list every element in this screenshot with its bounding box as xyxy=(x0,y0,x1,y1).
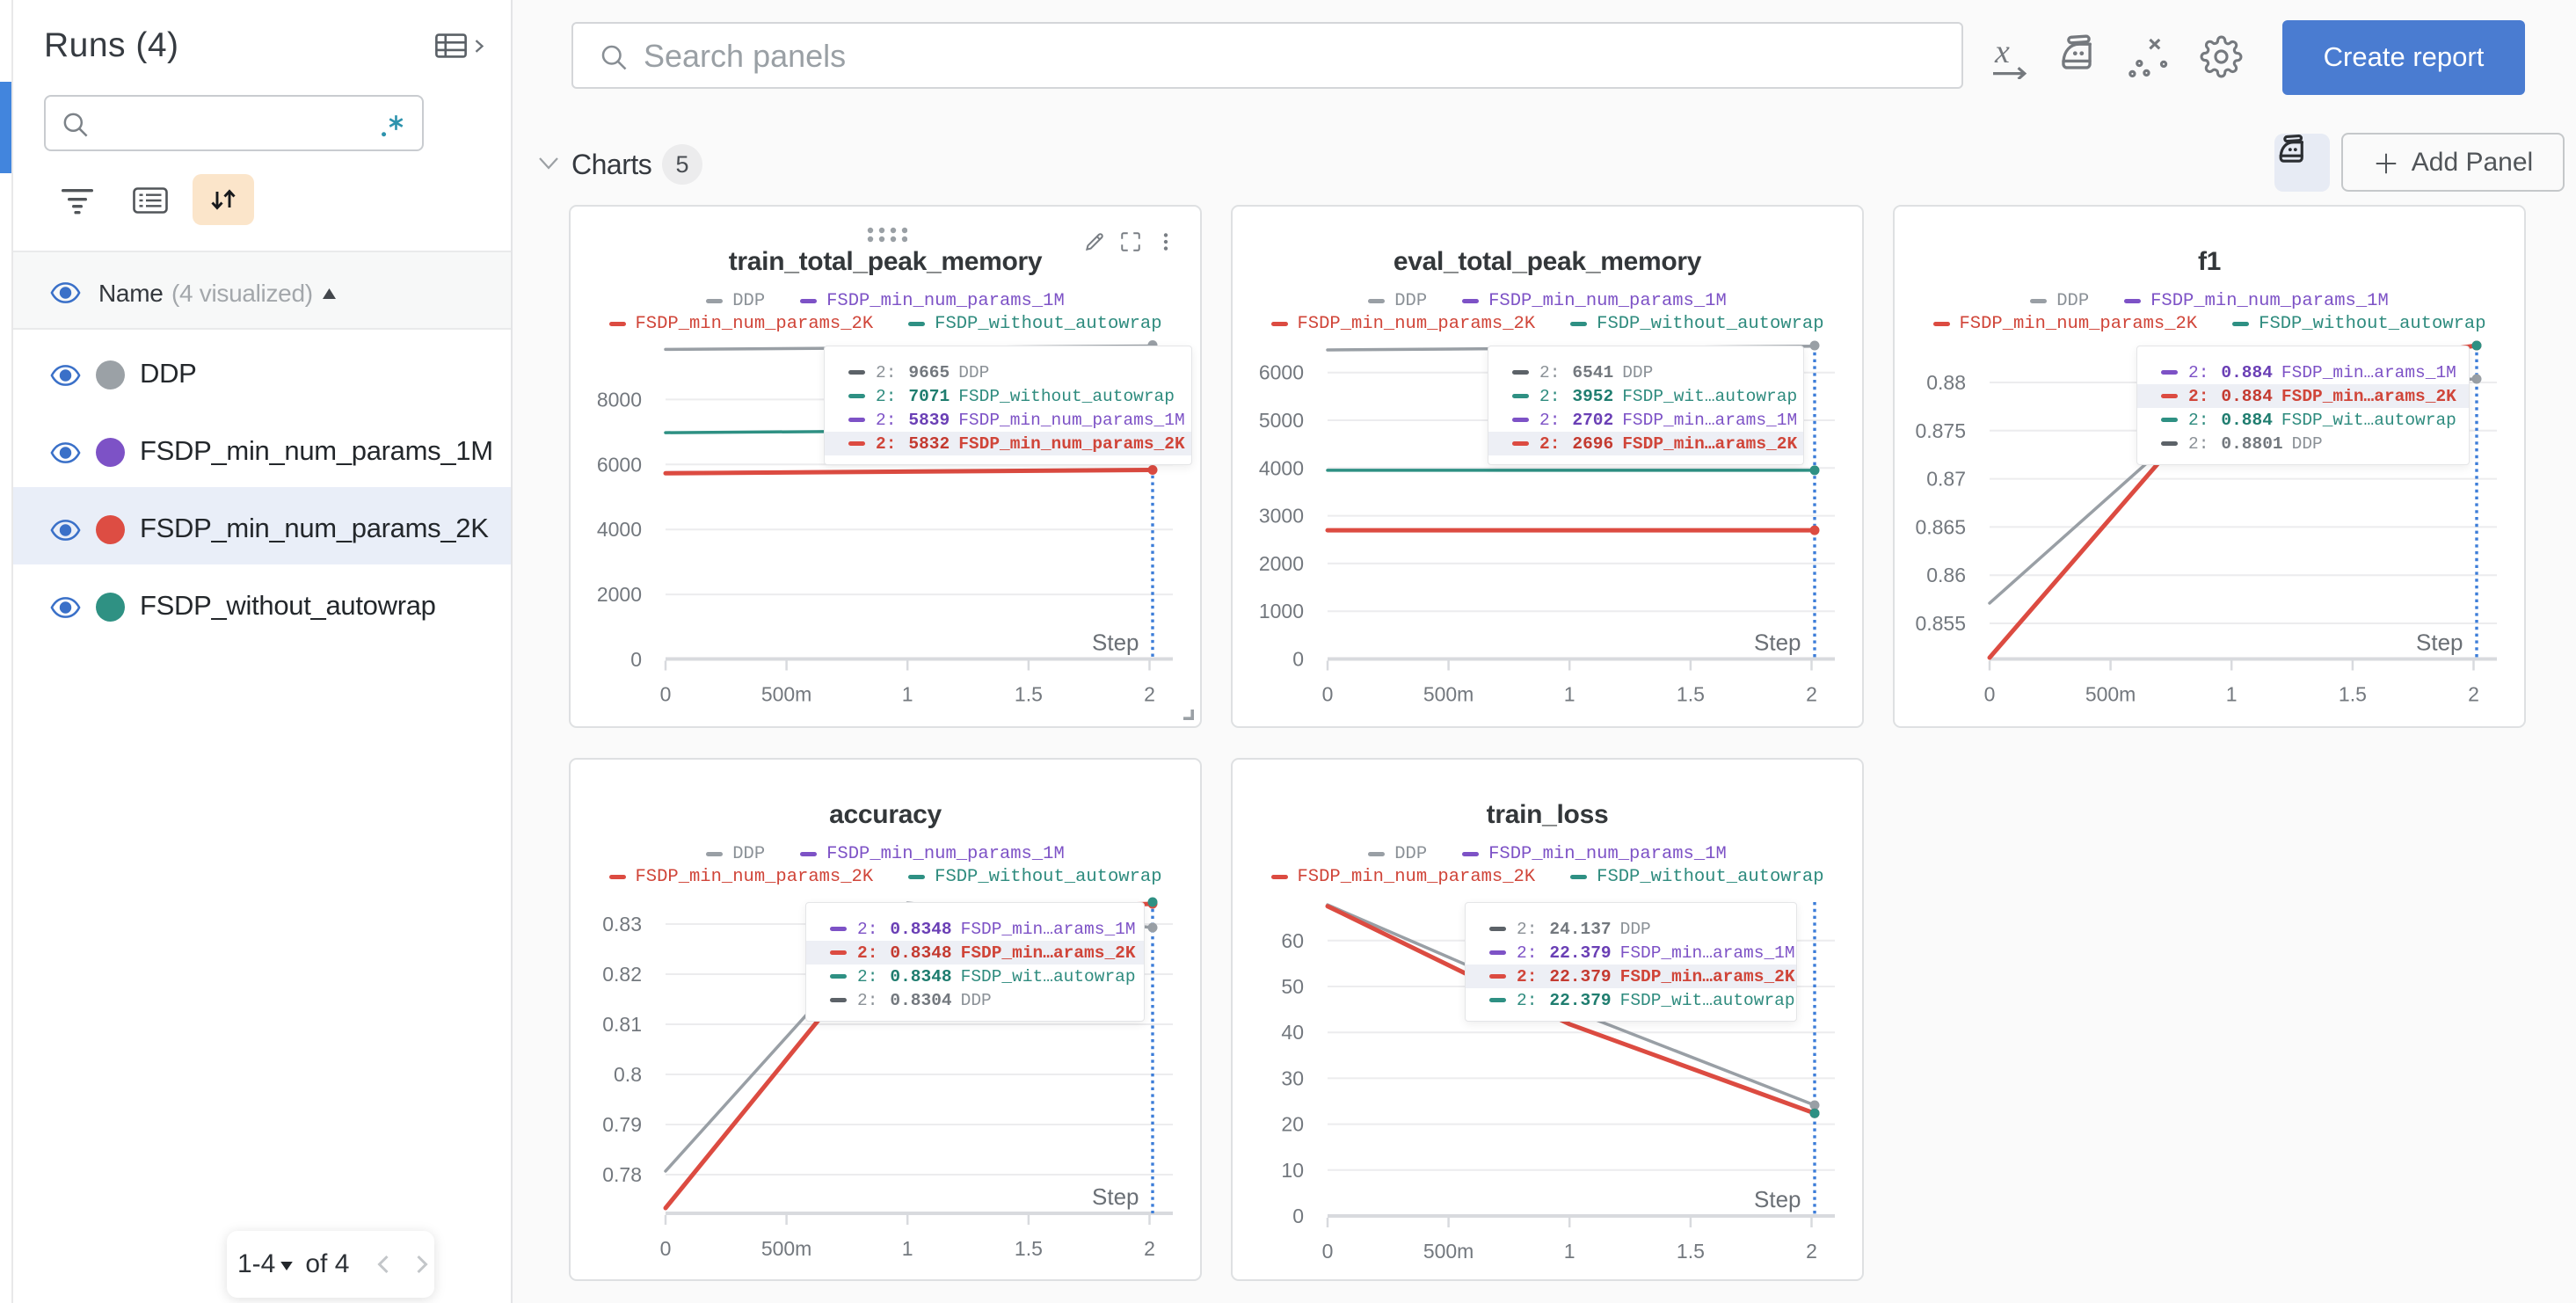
svg-text:500m: 500m xyxy=(761,1237,812,1260)
svg-text:500m: 500m xyxy=(761,683,812,706)
svg-text:3000: 3000 xyxy=(1259,505,1304,528)
svg-text:4000: 4000 xyxy=(597,518,642,541)
svg-text:0.865: 0.865 xyxy=(1915,515,1966,538)
svg-text:2: 2 xyxy=(2468,683,2479,706)
svg-text:2: 2 xyxy=(1144,683,1155,706)
svg-text:6000: 6000 xyxy=(1259,361,1304,384)
svg-text:8000: 8000 xyxy=(597,388,642,411)
svg-text:1.5: 1.5 xyxy=(1677,683,1705,706)
svg-text:6000: 6000 xyxy=(597,453,642,476)
svg-text:0.855: 0.855 xyxy=(1915,612,1966,635)
svg-text:500m: 500m xyxy=(1423,683,1474,706)
svg-text:4000: 4000 xyxy=(1259,456,1304,479)
svg-text:0: 0 xyxy=(1322,683,1334,706)
svg-text:Step: Step xyxy=(1754,1186,1801,1212)
svg-text:500m: 500m xyxy=(1423,1240,1474,1263)
svg-text:0.86: 0.86 xyxy=(1926,564,1966,586)
svg-text:1: 1 xyxy=(902,1237,913,1260)
svg-text:1.5: 1.5 xyxy=(2339,683,2367,706)
svg-text:0: 0 xyxy=(1292,648,1304,671)
svg-text:2: 2 xyxy=(1806,683,1817,706)
svg-text:0.83: 0.83 xyxy=(602,913,642,935)
svg-text:0: 0 xyxy=(660,1237,672,1260)
svg-text:1000: 1000 xyxy=(1259,600,1304,622)
svg-text:Step: Step xyxy=(1754,630,1801,656)
svg-text:1.5: 1.5 xyxy=(1015,1237,1043,1260)
svg-text:0.8: 0.8 xyxy=(614,1063,642,1086)
svg-text:0.79: 0.79 xyxy=(602,1113,642,1136)
svg-text:0.81: 0.81 xyxy=(602,1013,642,1036)
svg-text:0: 0 xyxy=(1984,683,1996,706)
svg-text:1.5: 1.5 xyxy=(1677,1240,1705,1263)
svg-text:Step: Step xyxy=(2416,630,2463,656)
svg-text:20: 20 xyxy=(1281,1113,1304,1136)
svg-text:x: x xyxy=(1994,35,2010,70)
svg-text:0.87: 0.87 xyxy=(1926,468,1966,491)
svg-text:0: 0 xyxy=(1322,1240,1334,1263)
svg-text:0.88: 0.88 xyxy=(1926,371,1966,394)
svg-text:10: 10 xyxy=(1281,1159,1304,1182)
svg-text:Step: Step xyxy=(1092,630,1139,656)
svg-text:30: 30 xyxy=(1281,1066,1304,1089)
svg-text:2000: 2000 xyxy=(597,583,642,606)
svg-text:50: 50 xyxy=(1281,975,1304,998)
svg-text:1: 1 xyxy=(1564,683,1575,706)
svg-text:0.78: 0.78 xyxy=(602,1163,642,1186)
svg-text:0.875: 0.875 xyxy=(1915,419,1966,442)
svg-text:0: 0 xyxy=(630,648,642,671)
svg-text:60: 60 xyxy=(1281,929,1304,952)
svg-text:5000: 5000 xyxy=(1259,409,1304,432)
svg-text:1: 1 xyxy=(2226,683,2238,706)
svg-text:0: 0 xyxy=(660,683,672,706)
svg-text:Step: Step xyxy=(1092,1183,1139,1210)
svg-text:1: 1 xyxy=(902,683,913,706)
svg-text:1: 1 xyxy=(1564,1240,1575,1263)
svg-text:2: 2 xyxy=(1144,1237,1155,1260)
svg-text:0: 0 xyxy=(1292,1205,1304,1227)
svg-text:2000: 2000 xyxy=(1259,552,1304,575)
svg-text:500m: 500m xyxy=(2085,683,2136,706)
svg-text:2: 2 xyxy=(1806,1240,1817,1263)
svg-text:1.5: 1.5 xyxy=(1015,683,1043,706)
svg-text:0.82: 0.82 xyxy=(602,963,642,986)
svg-text:40: 40 xyxy=(1281,1021,1304,1044)
